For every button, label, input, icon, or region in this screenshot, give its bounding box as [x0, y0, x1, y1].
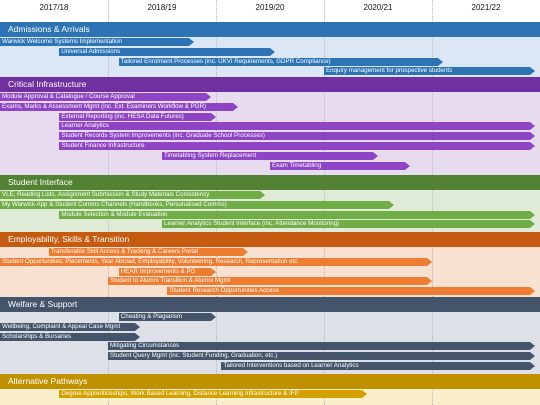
timeline-bar: Scholarships & Bursaries [0, 332, 141, 341]
bar-label: Student Records System Improvements (inc… [61, 132, 265, 140]
arrow-head-icon [210, 313, 216, 321]
arrow-head-icon [437, 57, 443, 66]
timeline-bar: Learner Analytics Student Interface (inc… [162, 220, 535, 229]
arrow-head-icon [389, 200, 395, 209]
year-label: 2021/22 [471, 3, 501, 12]
bar-label: Student Opportunities: Placements, Year … [2, 257, 300, 265]
lane-title: Welfare & Support [0, 297, 540, 312]
timeline-bar: Student Query Mgmt (inc. Student Funding… [108, 352, 535, 361]
timeline-bar: Timetabling System Replacement [162, 151, 378, 160]
timeline-bar: Student Records System Improvements (inc… [59, 132, 535, 141]
bar-label: Tailored Interventions based on Learner … [223, 362, 359, 369]
arrow-head-icon [210, 267, 216, 276]
lane-title: Employability, Skills & Transition [0, 232, 540, 247]
bar-label: Wellbeing, Complaint & Appeal Case Mgmt [2, 322, 121, 330]
bar-label: Tailored Enrolment Processes (inc. UKVI … [120, 57, 331, 65]
timeline-bar: Student to Alumni Transition & Alumni Mg… [108, 277, 432, 286]
timeline-bar: Learner Analytics [59, 122, 535, 131]
arrow-head-icon [210, 112, 216, 121]
lane-title: Admissions & Arrivals [0, 22, 540, 37]
year-divider [432, 0, 433, 405]
timeline-bar: Tailored Interventions based on Learner … [221, 362, 535, 370]
arrow-head-icon [259, 191, 265, 199]
bar-label: Warwick Welcome Systems Implementation [2, 38, 122, 45]
timeline-bar: VLE, Reading Lists, Assignment Submissio… [0, 191, 265, 199]
timeline-bar: External Reporting (inc. HESA Data Futur… [59, 112, 216, 121]
arrow-head-icon [243, 248, 249, 256]
timeline-bar: HEAR Improvements & PG [118, 267, 216, 276]
year-label: 2017/18 [39, 3, 69, 12]
timeline-bar: My Warwick App & Student Comms Channels … [0, 200, 395, 209]
lane-title: Alternative Pathways [0, 374, 540, 389]
arrow-head-icon [205, 93, 211, 101]
timeline-bar: Exam Timetabling [270, 161, 411, 170]
bar-label: Exam Timetabling [272, 161, 322, 169]
bar-label: Enquiry management for prospective stude… [326, 67, 453, 75]
arrow-head-icon [529, 122, 535, 131]
bar-label: Transferable Skill Access & Tracking & C… [50, 248, 198, 255]
timeline-bar: Exams, Marks & Assessment Mgmt (inc. Ext… [0, 102, 238, 111]
arrow-head-icon [529, 132, 535, 141]
timeline-bar: Module Approval & Catalogue / Course App… [0, 93, 211, 101]
timeline-bar: Mitigating Circumstances [108, 342, 535, 351]
bar-label: Scholarships & Bursaries [2, 332, 72, 340]
arrow-head-icon [529, 67, 535, 76]
arrow-head-icon [427, 257, 432, 266]
bar-label: My Warwick App & Student Comms Channels … [2, 200, 227, 208]
bar-label: Timetabling System Replacement [164, 151, 257, 159]
bar-label: Module Approval & Catalogue / Course App… [2, 93, 135, 100]
arrow-head-icon [529, 287, 535, 296]
arrow-head-icon [529, 210, 535, 219]
bar-label: Exams, Marks & Assessment Mgmt (inc. Ext… [2, 102, 207, 110]
bar-label: Student Finance Infrastructure [61, 142, 145, 149]
arrow-head-icon [529, 352, 535, 361]
bar-label: Cheating & Plagiarism [120, 313, 183, 320]
bar-label: Student Research Opportunities Access [169, 287, 279, 295]
bar-label: HEAR Improvements & PG [120, 267, 196, 275]
bar-label: Degree Apprenticeships, Work Based Learn… [61, 390, 299, 397]
bar-label: Universal Admissions [61, 47, 121, 55]
timeline-bar: Enquiry management for prospective stude… [324, 67, 535, 76]
bar-label: Learner Analytics [61, 122, 109, 130]
bar-label: Learner Analytics Student Interface (inc… [164, 220, 340, 228]
arrow-head-icon [529, 362, 535, 370]
bar-label: External Reporting (inc. HESA Data Futur… [61, 112, 184, 120]
year-label: 2019/20 [255, 3, 285, 12]
arrow-head-icon [135, 322, 141, 331]
timeline-bar: Student Finance Infrastructure [59, 142, 535, 150]
bar-label: Mitigating Circumstances [110, 342, 180, 350]
arrow-head-icon [529, 142, 535, 150]
timeline-bar: Student Opportunities: Placements, Year … [0, 257, 432, 266]
arrow-head-icon [373, 151, 378, 160]
bar-label: VLE, Reading Lists, Assignment Submissio… [2, 191, 210, 198]
year-label: 2020/21 [363, 3, 393, 12]
bar-label: Student Query Mgmt (inc. Student Funding… [110, 352, 278, 360]
arrow-head-icon [189, 38, 195, 46]
lane-title: Student Interface [0, 175, 540, 190]
timeline-bar: Tailored Enrolment Processes (inc. UKVI … [118, 57, 443, 66]
timeline-bar: Universal Admissions [59, 47, 276, 56]
timeline-bar: Warwick Welcome Systems Implementation [0, 38, 195, 46]
timeline-bar: Degree Apprenticeships, Work Based Learn… [59, 390, 368, 398]
arrow-head-icon [270, 47, 276, 56]
bar-label: Student to Alumni Transition & Alumni Mg… [110, 277, 231, 285]
lane-title: Critical Infrastructure [0, 77, 540, 92]
timeline-bar: Cheating & Plagiarism [118, 313, 216, 321]
year-label: 2018/19 [147, 3, 177, 12]
arrow-head-icon [529, 220, 535, 229]
arrow-head-icon [405, 161, 411, 170]
bar-label: Module Selection & Module Evaluation [61, 210, 168, 218]
arrow-head-icon [232, 102, 238, 111]
arrow-head-icon [529, 342, 535, 351]
timeline-bar: Student Research Opportunities Access [167, 287, 535, 296]
arrow-head-icon [427, 277, 432, 286]
timeline-bar: Module Selection & Module Evaluation [59, 210, 535, 219]
arrow-head-icon [135, 332, 141, 341]
arrow-head-icon [362, 390, 368, 398]
timeline-bar: Wellbeing, Complaint & Appeal Case Mgmt [0, 322, 141, 331]
timeline-bar: Transferable Skill Access & Tracking & C… [48, 248, 249, 256]
